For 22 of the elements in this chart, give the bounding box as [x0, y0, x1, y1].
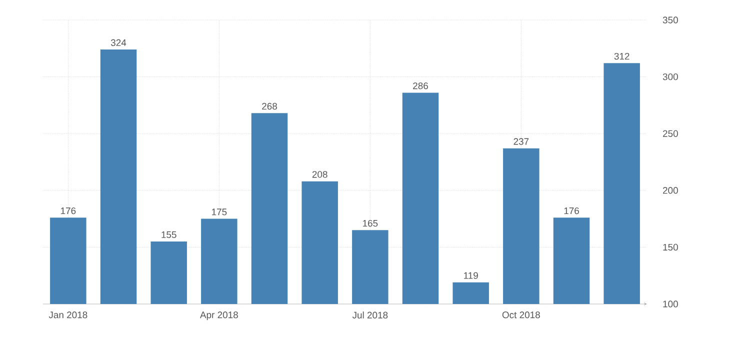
data-label: 208 [312, 171, 328, 178]
y-tick-label: 300 [662, 73, 678, 80]
y-tick-label: 100 [663, 300, 678, 308]
data-label: 165 [362, 220, 378, 227]
data-label: 155 [162, 231, 176, 238]
data-label: 312 [614, 52, 630, 60]
y-tick-label: 250 [662, 130, 678, 137]
data-label: 119 [464, 272, 478, 279]
x-tick-label: Oct 2018 [502, 312, 540, 318]
x-tick-label: Jul 2018 [352, 312, 388, 318]
data-label: 176 [60, 207, 76, 214]
x-tick-label: Apr 2018 [200, 312, 238, 320]
y-tick-label: 200 [662, 187, 678, 194]
data-label: 175 [212, 208, 227, 216]
data-label: 286 [413, 82, 428, 90]
data-label: 176 [564, 207, 579, 214]
data-label: 324 [110, 39, 126, 46]
y-tick-label: 350 [662, 16, 678, 24]
x-tick-label: Jan 2018 [48, 312, 88, 318]
data-label: 237 [514, 138, 529, 145]
y-tick-label: 150 [663, 244, 678, 251]
data-label: 268 [262, 102, 277, 110]
